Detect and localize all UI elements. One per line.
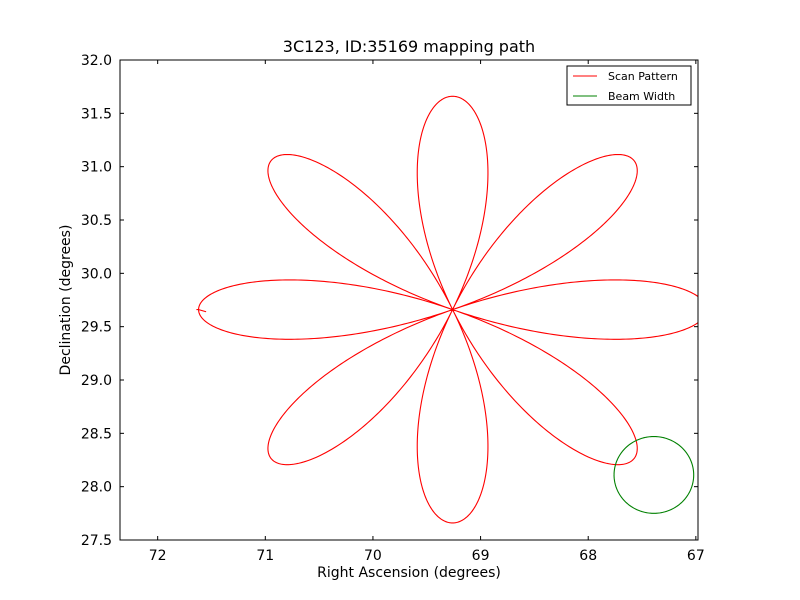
legend: Scan Pattern Beam Width (566, 65, 692, 106)
x-tick-label: 69 (472, 548, 490, 564)
y-tick-label: 27.5 (81, 533, 112, 549)
chart-title: 3C123, ID:35169 mapping path (283, 37, 535, 56)
x-tick-label: 72 (149, 548, 167, 564)
series-layer (196, 95, 698, 524)
y-tick-label: 32.0 (81, 53, 112, 69)
legend-box (566, 65, 692, 106)
x-tick-label: 70 (364, 548, 382, 564)
y-tick-label: 29.5 (81, 320, 112, 336)
y-tick-label: 31.5 (81, 106, 112, 122)
y-tick-label: 28.0 (81, 480, 112, 496)
y-tick-label: 28.5 (81, 426, 112, 442)
x-tick-label: 71 (256, 548, 274, 564)
y-tick-label: 30.0 (81, 266, 112, 282)
series-line-scan-pattern (196, 95, 698, 524)
y-tick-label: 29.0 (81, 373, 112, 389)
legend-label-scan-pattern: Scan Pattern (608, 70, 678, 83)
series-line-beam-width (613, 435, 695, 514)
x-axis-label: Right Ascension (degrees) (317, 565, 501, 581)
plot-frame (119, 59, 699, 541)
y-tick-label: 31.0 (81, 160, 112, 176)
y-axis-label: Declination (degrees) (58, 225, 74, 376)
plot-area (120, 60, 698, 540)
x-tick-label: 68 (579, 548, 597, 564)
legend-label-beam-width: Beam Width (608, 90, 675, 103)
y-tick-label: 30.5 (81, 213, 112, 229)
ticks-layer: 72 71 70 69 68 67 27.5 28.0 28.5 29.0 29.5 30.0 30.5… (81, 53, 705, 564)
x-tick-label: 67 (687, 548, 705, 564)
